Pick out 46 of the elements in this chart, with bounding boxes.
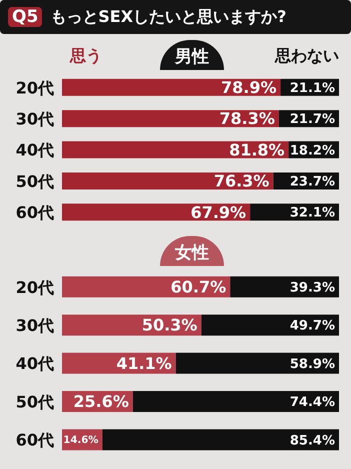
- text: Q5: [8, 7, 42, 27]
- bar: [176, 352, 339, 374]
- series-label: 思う: [70, 46, 102, 67]
- bar: [201, 314, 339, 336]
- bar: [62, 141, 289, 158]
- data-label: 78.3%: [219, 109, 275, 128]
- series-label: 思わない: [275, 46, 339, 67]
- bar: [102, 429, 339, 450]
- y-tick-label: 50代: [16, 172, 54, 191]
- chart-title: 女性: [160, 236, 224, 266]
- data-label: 14.6%: [63, 435, 98, 446]
- data-label: 76.3%: [214, 172, 270, 191]
- y-tick-label: 50代: [16, 392, 54, 412]
- data-label: 25.6%: [73, 392, 129, 412]
- y-tick-label: 60代: [16, 203, 54, 222]
- data-label: 39.3%: [290, 280, 335, 296]
- y-tick-label: 40代: [16, 354, 54, 374]
- data-label: 21.1%: [290, 80, 335, 96]
- bar: [62, 172, 274, 190]
- bar: [62, 276, 230, 298]
- data-label: 41.1%: [116, 354, 172, 373]
- chart-subtitle: もっとSEXしたいと思いますか?: [50, 6, 286, 28]
- bar: [62, 110, 279, 128]
- y-tick-label: 60代: [16, 430, 54, 450]
- data-label: 85.4%: [290, 433, 335, 448]
- data-label: 78.9%: [221, 78, 277, 97]
- data-label: 67.9%: [190, 202, 246, 222]
- data-label: 21.7%: [290, 112, 335, 128]
- data-label: 50.3%: [142, 316, 198, 335]
- y-tick-label: 30代: [16, 316, 54, 335]
- y-tick-label: 20代: [16, 78, 54, 98]
- data-label: 23.7%: [290, 174, 335, 190]
- y-tick-label: 30代: [16, 109, 54, 128]
- bar: [230, 276, 339, 298]
- bar: [132, 391, 339, 412]
- data-label: 58.9%: [290, 356, 335, 372]
- data-label: 60.7%: [170, 278, 226, 297]
- data-label: 49.7%: [290, 318, 335, 334]
- y-tick-label: 40代: [16, 140, 54, 160]
- data-label: 74.4%: [290, 395, 335, 410]
- data-label: 18.2%: [290, 143, 335, 158]
- data-label: 81.8%: [229, 140, 285, 160]
- y-tick-label: 20代: [16, 278, 54, 297]
- chart-title: 男性: [160, 40, 224, 70]
- data-label: 32.1%: [290, 206, 335, 221]
- bar: [62, 78, 281, 96]
